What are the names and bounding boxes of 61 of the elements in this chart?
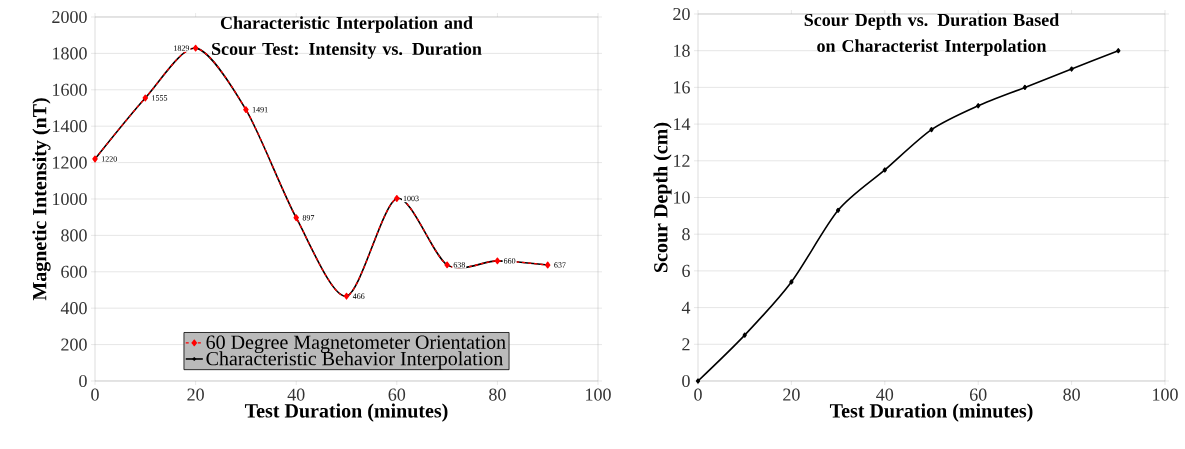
x-axis-title: Test Duration (minutes) xyxy=(829,403,1033,422)
y-tick-label: 10 xyxy=(674,191,690,204)
x-tick-label: 20 xyxy=(187,388,204,401)
point xyxy=(882,167,887,173)
x-tick-label: 0 xyxy=(91,388,99,401)
y-tick-label: 1000 xyxy=(53,192,87,206)
data-label: 660 xyxy=(503,258,516,264)
point xyxy=(976,103,981,109)
y-tick-label: 400 xyxy=(60,302,87,315)
data-label: 466 xyxy=(352,293,365,299)
y-tick-label: 1200 xyxy=(53,156,87,169)
point xyxy=(929,126,934,133)
y-tick-label: 0 xyxy=(682,374,690,388)
point xyxy=(1069,66,1074,72)
x-tick-label: 20 xyxy=(783,388,800,401)
data-label: 1003 xyxy=(403,195,419,202)
point xyxy=(695,378,701,384)
y-tick-label: 600 xyxy=(61,265,87,278)
y-tick-label: 16 xyxy=(674,81,690,94)
data-label: 1555 xyxy=(152,95,168,101)
data-label: 637 xyxy=(554,262,566,268)
y-tick-label: 800 xyxy=(61,229,87,242)
y-tick-label: 4 xyxy=(681,301,691,314)
x-tick-label: 0 xyxy=(694,388,702,401)
point xyxy=(1116,48,1121,54)
y-tick-label: 20 xyxy=(673,7,690,21)
y-axis-title: Scour Depth (cm) xyxy=(653,122,672,272)
data-label: 1220 xyxy=(101,156,117,162)
x-tick-label: 80 xyxy=(489,388,506,401)
y-tick-label: 8 xyxy=(682,228,690,241)
data-label: 1829 xyxy=(174,45,190,51)
point xyxy=(742,332,747,338)
x-tick-label: 60 xyxy=(388,388,406,401)
x-axis-title: Test Duration (minutes) xyxy=(244,403,448,422)
x-tick-label: 40 xyxy=(287,388,305,401)
x-tick-label: 80 xyxy=(1063,388,1080,401)
x-tick-label: 100 xyxy=(1153,388,1178,401)
text: Scour Depth vs. Duration Based on Characterist Interpolation xyxy=(804,13,1060,56)
point xyxy=(1022,84,1028,90)
y-tick-label: 2 xyxy=(682,338,690,351)
data-label: 1491 xyxy=(252,106,268,113)
data-label: 897 xyxy=(302,215,315,221)
point xyxy=(835,207,841,213)
y-axis-title: Magnetic Intensity (nT) xyxy=(32,98,51,301)
y-tick-label: 1600 xyxy=(53,83,87,96)
y-tick-label: 6 xyxy=(682,264,690,277)
y-tick-label: 0 xyxy=(79,374,87,388)
y-tick-label: 12 xyxy=(674,154,690,167)
x-tick-label: 100 xyxy=(586,388,611,401)
legend-label: Characteristic Behavior Interpolation xyxy=(206,351,504,370)
point xyxy=(789,279,794,285)
y-tick-label: 200 xyxy=(61,338,87,351)
x-tick-label: 60 xyxy=(969,388,987,401)
data-label: 638 xyxy=(453,262,466,268)
y-tick-label: 1800 xyxy=(53,47,87,60)
y-tick-label: 2000 xyxy=(52,10,87,24)
text: Characteristic Interpolation and Scour Test: Intensity vs. Duration xyxy=(212,16,482,59)
x-tick-label: 40 xyxy=(876,388,894,401)
y-tick-label: 18 xyxy=(674,44,690,57)
y-tick-label: 14 xyxy=(674,118,691,131)
y-tick-label: 1400 xyxy=(53,120,87,133)
